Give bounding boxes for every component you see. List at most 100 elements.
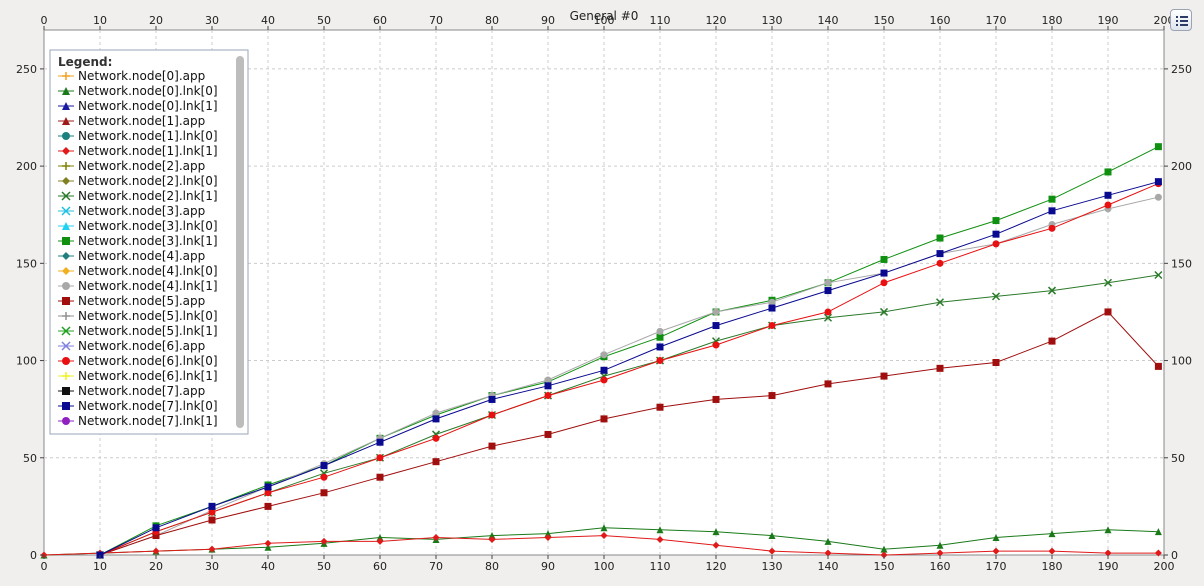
legend-item[interactable]: Network.node[6].lnk[1]	[58, 369, 218, 383]
data-point	[712, 395, 720, 403]
data-point	[712, 308, 720, 316]
data-point	[1048, 207, 1056, 215]
data-point	[936, 234, 944, 242]
x-tick-label-top: 130	[762, 14, 783, 27]
chart-options-button[interactable]	[1170, 9, 1192, 31]
data-point	[992, 240, 1000, 248]
data-point	[880, 279, 888, 287]
x-tick-label-top: 140	[818, 14, 839, 27]
legend-item[interactable]: Network.node[2].lnk[0]	[58, 174, 218, 188]
legend-label: Network.node[0].lnk[0]	[78, 84, 218, 98]
y-tick-label: 100	[16, 355, 37, 368]
data-point	[935, 298, 945, 307]
data-point	[264, 483, 272, 491]
data-point	[1104, 201, 1112, 209]
data-point	[656, 526, 664, 534]
series-line	[99, 181, 1159, 556]
data-point	[768, 304, 776, 312]
legend-label: Network.node[1].lnk[0]	[78, 129, 218, 143]
legend-item[interactable]: Network.node[1].lnk[1]	[58, 144, 218, 158]
legend-marker	[61, 191, 71, 201]
data-point	[488, 395, 496, 403]
legend-item[interactable]: Network.node[7].lnk[0]	[58, 399, 218, 413]
series-line	[99, 183, 1159, 556]
data-point	[1104, 526, 1112, 534]
legend-item[interactable]: Network.node[5].lnk[1]	[58, 324, 218, 338]
data-point	[880, 372, 888, 380]
legend-label: Network.node[2].lnk[0]	[78, 174, 218, 188]
series-line	[99, 311, 1159, 556]
legend-item[interactable]: Network.node[5].lnk[0]	[58, 309, 218, 323]
legend-marker	[62, 132, 70, 140]
x-tick-label: 90	[541, 560, 555, 573]
legend-item[interactable]: Network.node[3].lnk[1]	[58, 234, 218, 248]
data-point	[432, 415, 440, 423]
data-point	[432, 409, 440, 417]
legend-item[interactable]: Network.node[7].lnk[1]	[58, 414, 218, 428]
legend-marker	[62, 297, 70, 305]
legend-item[interactable]: Network.node[5].app	[58, 294, 205, 308]
data-point	[656, 333, 664, 341]
legend-label: Network.node[0].lnk[1]	[78, 99, 218, 113]
x-tick-label: 140	[818, 560, 839, 573]
legend-item[interactable]: Network.node[2].app	[58, 159, 205, 173]
data-point	[768, 298, 776, 306]
x-tick-label: 20	[149, 560, 163, 573]
data-point	[376, 534, 384, 541]
data-point	[600, 532, 608, 540]
data-point	[712, 322, 720, 330]
legend-item[interactable]: Network.node[1].lnk[0]	[58, 129, 218, 143]
data-point	[600, 366, 608, 374]
legend-marker	[62, 222, 70, 230]
legend-item[interactable]: Network.node[6].lnk[0]	[58, 354, 218, 368]
y-tick-label-right: 0	[1171, 549, 1178, 562]
legend-item[interactable]: Network.node[6].app	[58, 339, 205, 353]
legend-label: Network.node[2].app	[78, 159, 205, 173]
x-tick-label-top: 30	[205, 14, 219, 27]
y-tick-label-right: 50	[1171, 452, 1185, 465]
legend-item[interactable]: Network.node[3].lnk[0]	[58, 219, 218, 233]
data-point	[376, 473, 384, 481]
legend-item[interactable]: Network.node[4].app	[58, 249, 205, 263]
legend-label: Network.node[1].lnk[1]	[78, 144, 218, 158]
data-point	[544, 376, 552, 384]
x-tick-label-top: 150	[874, 14, 895, 27]
series-15	[96, 308, 1162, 559]
x-tick-label: 60	[373, 560, 387, 573]
data-point	[992, 359, 1000, 366]
legend-marker	[62, 417, 70, 425]
legend-item[interactable]: Network.node[0].lnk[1]	[58, 99, 218, 113]
x-tick-label: 190	[1098, 560, 1119, 573]
x-tick-label: 0	[41, 560, 48, 573]
legend-item[interactable]: Network.node[2].lnk[1]	[58, 189, 218, 203]
x-tick-label: 10	[93, 560, 107, 573]
x-tick-label: 130	[762, 560, 783, 573]
series-layer	[40, 143, 1163, 560]
legend-item[interactable]: Network.node[3].app	[58, 204, 205, 218]
legend-item[interactable]: Network.node[0].lnk[0]	[58, 84, 218, 98]
legend-item[interactable]: Network.node[7].app	[58, 384, 205, 398]
data-point	[208, 502, 216, 510]
x-tick-label-top: 20	[149, 14, 163, 27]
legend-label: Network.node[4].app	[78, 249, 205, 263]
data-point	[824, 549, 832, 557]
data-point	[992, 534, 1000, 541]
data-point	[1154, 143, 1162, 151]
data-point	[824, 287, 832, 295]
legend-item[interactable]: Network.node[4].lnk[0]	[58, 264, 218, 278]
legend: Legend:Network.node[0].appNetwork.node[0…	[49, 49, 249, 435]
legend-marker	[62, 117, 70, 125]
data-point	[1154, 528, 1162, 536]
legend-item[interactable]: Network.node[4].lnk[1]	[58, 279, 218, 293]
data-point	[1154, 270, 1163, 280]
legend-scrollbar[interactable]	[236, 56, 244, 428]
x-tick-label: 110	[650, 560, 671, 573]
x-tick-label-top: 90	[541, 14, 555, 27]
legend-item[interactable]: Network.node[0].app	[58, 69, 205, 83]
data-point	[432, 534, 440, 541]
data-point	[936, 259, 944, 267]
data-point	[768, 322, 776, 330]
legend-item[interactable]: Network.node[1].app	[58, 114, 205, 128]
legend-marker	[62, 162, 70, 170]
data-point	[879, 307, 889, 316]
